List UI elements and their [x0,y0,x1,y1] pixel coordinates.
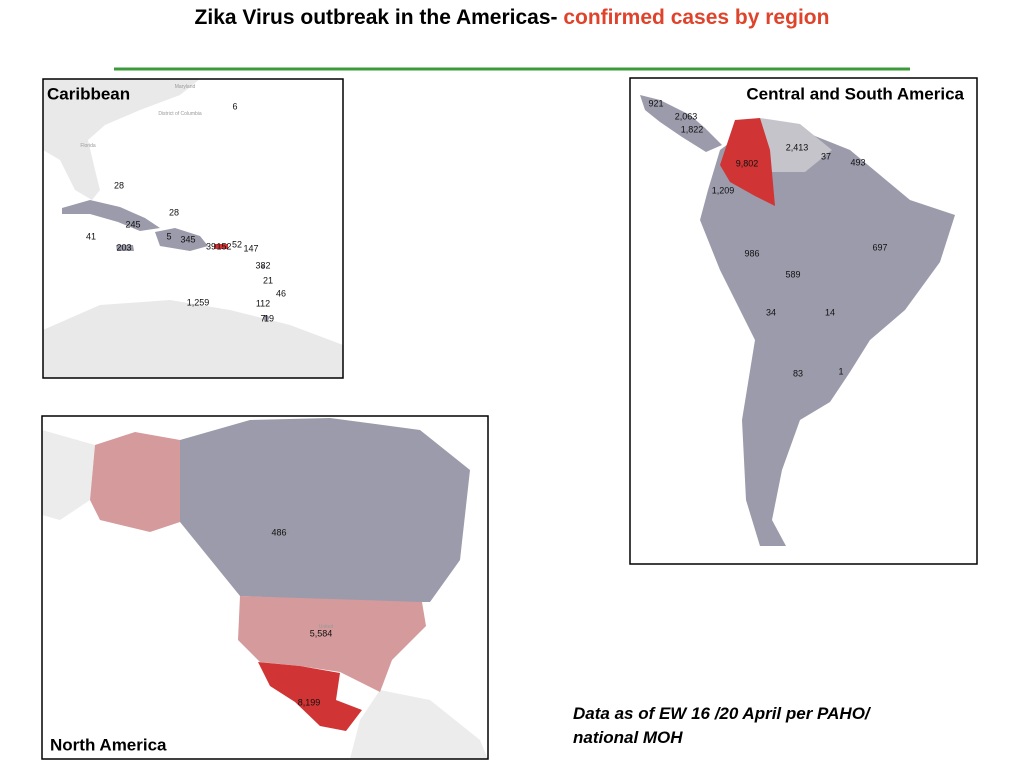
case-count: 245 [125,219,140,229]
case-count: 921 [648,98,663,108]
slide-title: Zika Virus outbreak in the Americas- con… [180,4,844,32]
place-name: Maryland [175,84,196,90]
case-count: 1 [838,366,843,376]
case-count: 152 [216,241,231,251]
case-count: 345 [180,234,195,244]
case-count: 986 [744,248,759,258]
footnote: national MOH [573,728,683,747]
case-count: 1,822 [681,124,704,134]
case-count: 2,063 [675,111,698,121]
footnote: Data as of EW 16 /20 April per PAHO/ [573,704,872,723]
case-count: 19 [264,313,274,323]
north-america-map [42,416,488,759]
place-name: Florida [80,143,96,149]
case-count: 382 [255,260,270,270]
case-count: 112 [256,298,270,308]
south-america-map [630,78,977,564]
case-count: 5,584 [310,628,333,638]
place-name: Canada [271,530,289,536]
case-count: 1,259 [187,297,210,307]
place-name: District of Columbia [158,111,202,117]
title-highlight: confirmed cases by region [563,6,830,29]
panel-title: Central and South America [746,84,964,103]
case-count: 52 [232,239,242,249]
panel-frame [42,78,344,379]
panel-frame [629,77,978,565]
panel-frame [41,415,489,760]
case-count: 41 [86,231,96,241]
panel-title: North America [50,735,167,754]
caribbean-map [43,79,343,378]
case-count: 46 [276,288,286,298]
case-count: 486 [271,527,286,537]
case-count: 589 [785,269,800,279]
case-count: 28 [169,207,179,217]
case-count: 7 [260,313,265,323]
case-count: 6 [232,101,237,111]
title-main: Zika Virus outbreak in the Americas- [194,6,564,29]
case-count: 8,199 [298,697,321,707]
place-name: United [319,624,334,630]
case-count: 14 [825,307,835,317]
case-count: 39 [206,241,216,251]
case-count: 9,802 [736,158,759,168]
case-count: 203 [116,242,131,252]
case-count: 1,209 [712,185,735,195]
panel-title: Caribbean [47,84,130,103]
case-count: 34 [766,307,776,317]
case-count: 147 [243,243,258,253]
case-count: 697 [872,242,887,252]
case-count: 2,413 [786,142,809,152]
case-count: 28 [114,180,124,190]
case-count: 5 [166,231,171,241]
case-count: 21 [263,275,273,285]
case-count: 83 [793,368,803,378]
case-count: 37 [821,151,831,161]
case-count: 493 [850,157,865,167]
